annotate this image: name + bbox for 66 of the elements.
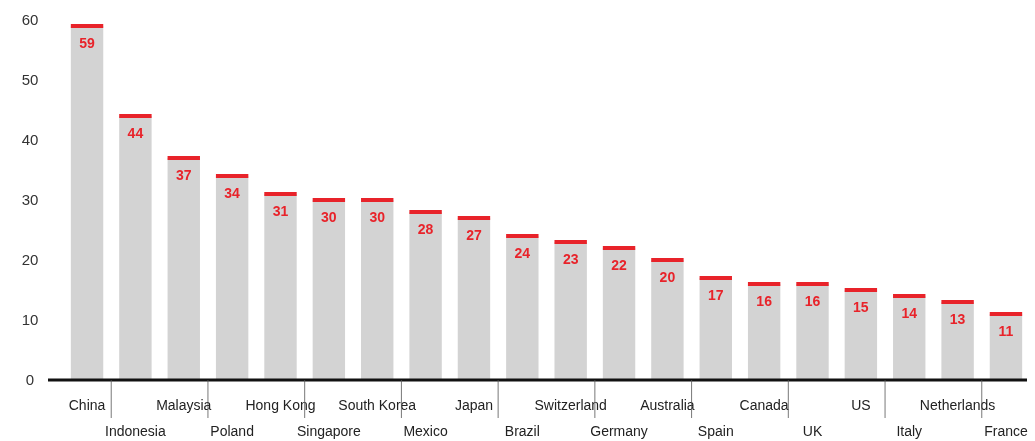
bar: [554, 242, 587, 380]
x-tick-label: Singapore: [296, 423, 361, 439]
x-tick-label: Netherlands: [919, 397, 996, 413]
bar: [844, 290, 878, 380]
data-label: 30: [321, 209, 337, 225]
y-tick-label: 10: [21, 311, 39, 328]
bar: [119, 116, 152, 380]
data-label: 37: [175, 167, 192, 183]
bar: [70, 26, 104, 380]
data-label: 31: [272, 203, 289, 219]
bar: [602, 248, 636, 380]
data-label: 17: [707, 287, 724, 303]
x-tick-label: France: [984, 423, 1028, 439]
data-label: 34: [224, 185, 241, 201]
x-tick-label: Switzerland: [534, 397, 607, 413]
x-tick-label: Japan: [454, 397, 494, 413]
x-tick-label: US: [851, 397, 871, 413]
data-label: 23: [562, 251, 579, 267]
x-tick-label: UK: [802, 423, 823, 439]
bar: [941, 302, 974, 380]
bar: [457, 218, 491, 380]
x-tick-label: Brazil: [504, 423, 540, 439]
y-tick-label: 60: [21, 11, 39, 28]
y-tick-label: 20: [21, 251, 39, 268]
data-label: 59: [79, 35, 96, 51]
y-tick-label: 0: [25, 371, 35, 388]
bar: [893, 296, 926, 380]
bar: [796, 284, 829, 380]
bar: [699, 278, 732, 380]
bar: [312, 200, 346, 380]
y-tick-label: 40: [21, 131, 39, 148]
data-label: 11: [998, 323, 1014, 339]
bar: [506, 236, 539, 380]
data-label: 27: [466, 227, 482, 243]
x-tick-label: Hong Kong: [245, 397, 316, 413]
bar: [361, 200, 394, 380]
x-tick-label: Canada: [739, 397, 789, 413]
x-tick-label: Germany: [590, 423, 648, 439]
bar: [264, 194, 297, 380]
data-label: 16: [804, 293, 821, 309]
bar: [215, 176, 249, 380]
y-tick-label: 50: [21, 71, 39, 88]
bar: [167, 158, 200, 380]
x-tick-label: Poland: [210, 423, 254, 439]
bar: [651, 260, 684, 380]
data-label: 15: [853, 299, 869, 315]
bar: [989, 314, 1023, 380]
x-tick-label: South Korea: [338, 397, 417, 413]
x-tick-label: Spain: [697, 423, 734, 439]
x-tick-label: Italy: [896, 423, 923, 439]
x-tick-label: Malaysia: [156, 397, 212, 413]
data-label: 14: [901, 305, 918, 321]
data-label: 28: [417, 221, 434, 237]
data-label: 24: [514, 245, 531, 261]
data-label: 44: [127, 125, 144, 141]
x-tick-label: Indonesia: [105, 423, 166, 439]
data-label: 13: [949, 311, 966, 327]
x-tick-label: Mexico: [403, 423, 448, 439]
x-tick-label: China: [68, 397, 106, 413]
data-label: 30: [369, 209, 386, 225]
y-tick-label: 30: [21, 191, 39, 208]
bar: [409, 212, 442, 380]
data-label: 16: [756, 293, 773, 309]
data-label: 20: [659, 269, 676, 285]
data-label: 22: [611, 257, 628, 273]
bar: [747, 284, 781, 380]
